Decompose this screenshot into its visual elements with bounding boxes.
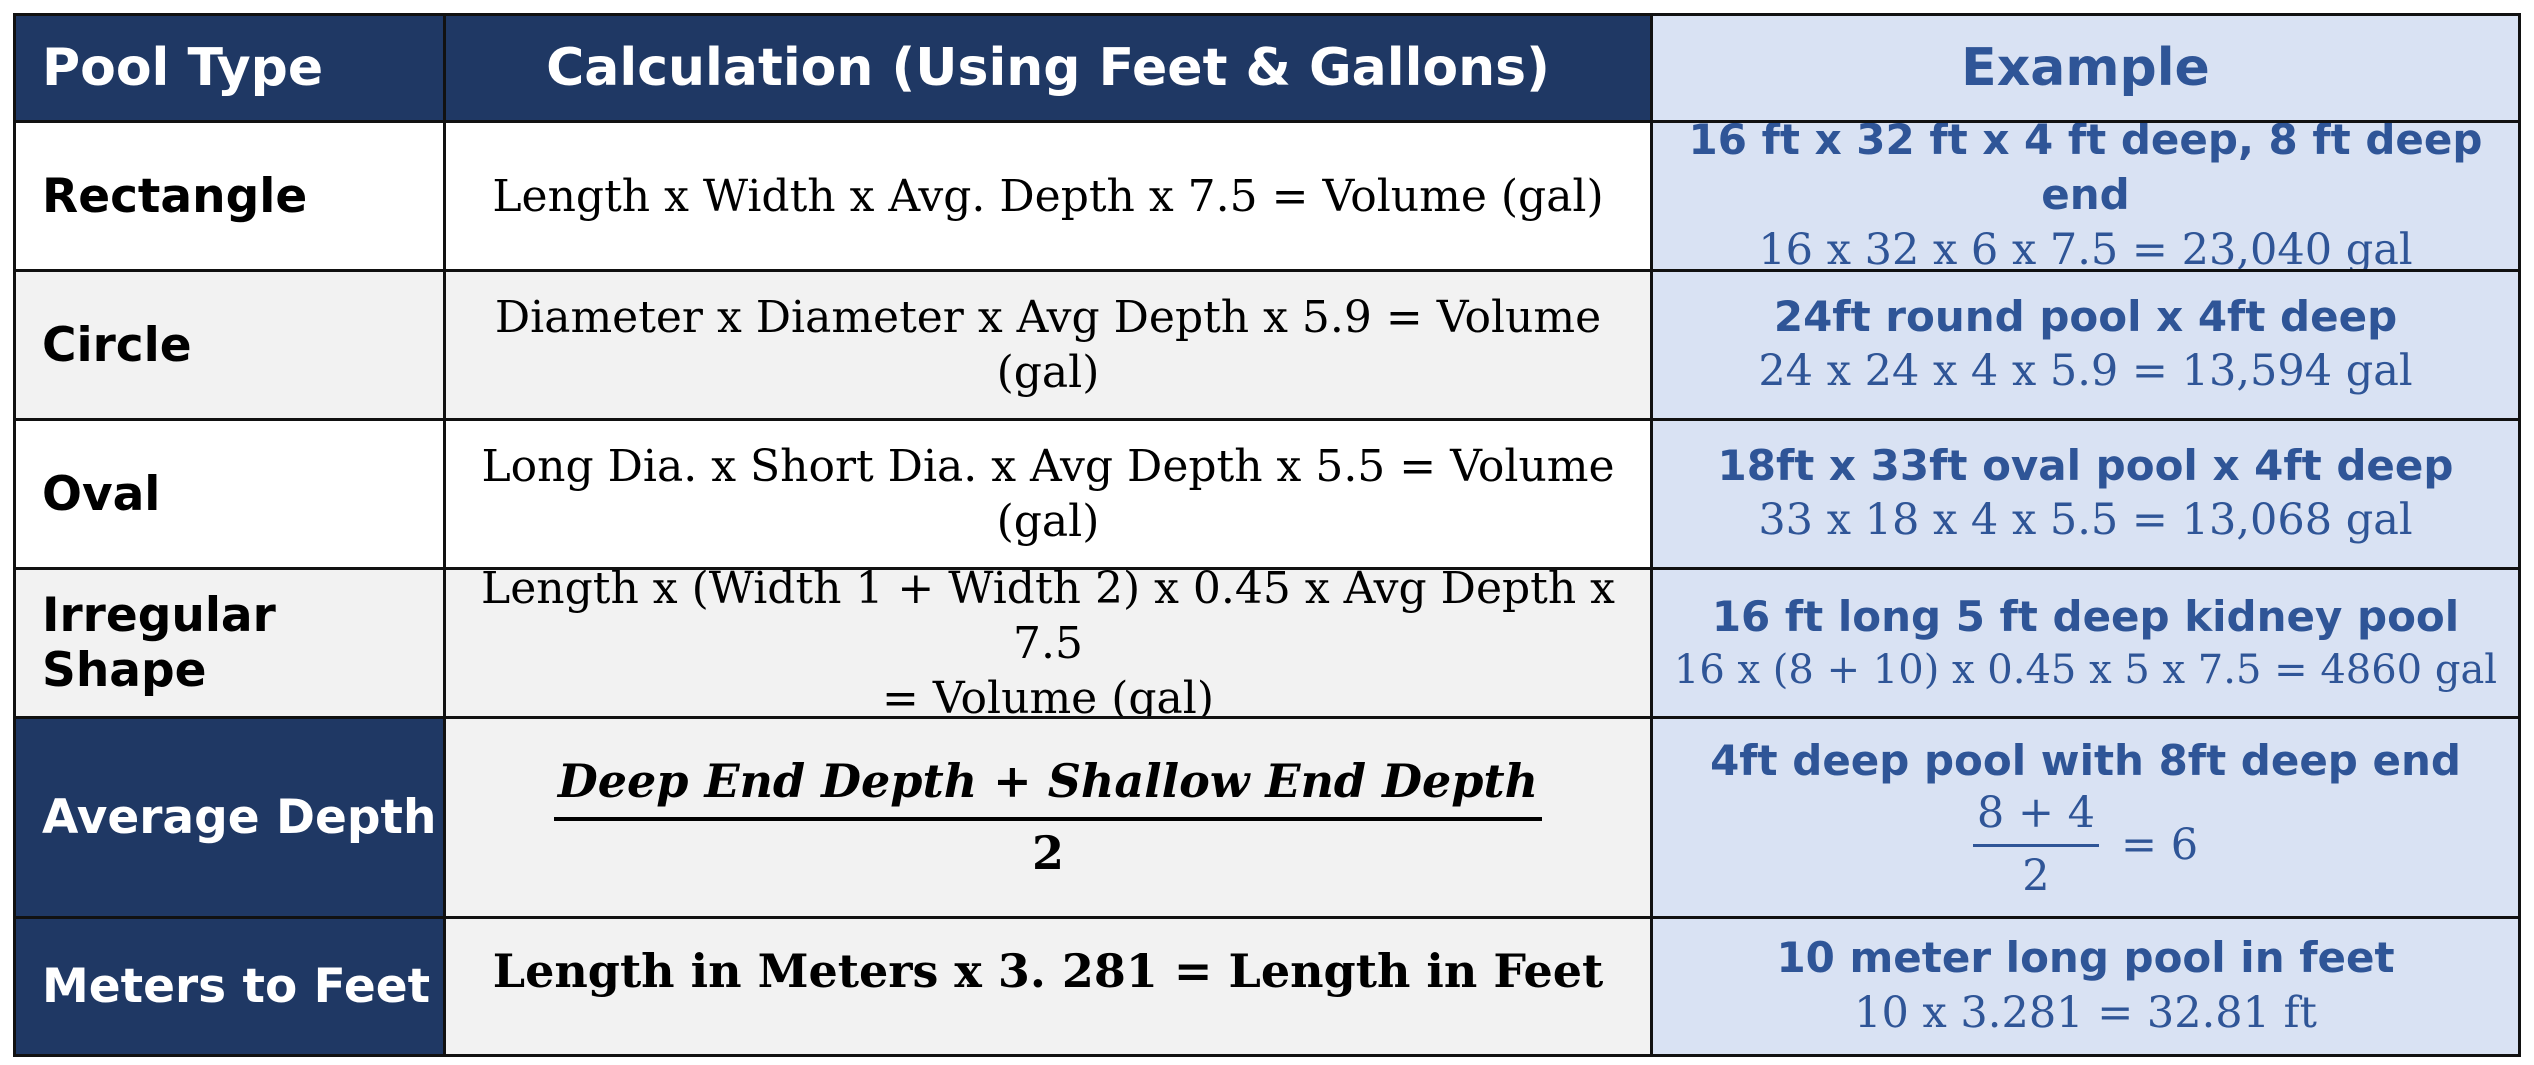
example-irregular: 16 ft long 5 ft deep kidney pool 16 x (8… [1653,570,2518,719]
row-label-meters-to-feet: Meters to Feet [16,919,446,1054]
circle-label: Circle [42,317,192,373]
average-depth-example-result: = 6 [2121,819,2199,870]
average-depth-example-denominator: 2 [2022,851,2050,902]
rectangle-formula: Length x Width x Avg. Depth x 7.5 = Volu… [492,170,1604,222]
calc-oval: Long Dia. x Short Dia. x Avg Depth x 5.5… [446,421,1653,570]
irregular-example-calc: 16 x (8 + 10) x 0.45 x 5 x 7.5 = 4860 ga… [1673,647,2498,694]
average-depth-numerator: Deep End Depth + Shallow End Depth [557,754,1539,808]
fraction-bar [1972,844,2100,848]
header-example: Example [1653,16,2518,123]
meters-to-feet-formula: Length in Meters x 3. 281 = Length in Fe… [492,944,1604,998]
calc-circle: Diameter x Diameter x Avg Depth x 5.9 = … [446,272,1653,421]
calc-rectangle: Length x Width x Avg. Depth x 7.5 = Volu… [446,123,1653,272]
header-pool-type-label: Pool Type [42,38,324,98]
header-calculation-label: Calculation (Using Feet & Gallons) [546,38,1550,98]
irregular-formula-line1: Length x (Width 1 + Width 2) x 0.45 x Av… [481,570,1615,669]
oval-example-calc: 33 x 18 x 4 x 5.5 = 13,068 gal [1758,495,2413,546]
meters-to-feet-example-calc: 10 x 3.281 = 32.81 ft [1854,987,2317,1038]
header-example-label: Example [1961,38,2210,98]
row-label-oval: Oval [16,421,446,570]
irregular-example-title: 16 ft long 5 ft deep kidney pool [1711,591,2460,641]
row-label-average-depth: Average Depth [16,719,446,919]
average-depth-example-fraction: 8 + 4 2 [1972,788,2100,902]
oval-label: Oval [42,466,161,522]
calc-average-depth: Deep End Depth + Shallow End Depth 2 [446,719,1653,919]
average-depth-example-title: 4ft deep pool with 8ft deep end [1710,735,2461,785]
header-pool-type: Pool Type [16,16,446,123]
calc-irregular: Length x (Width 1 + Width 2) x 0.45 x Av… [446,570,1653,719]
rectangle-example-calc: 16 x 32 x 6 x 7.5 = 23,040 gal [1758,224,2413,272]
header-calculation: Calculation (Using Feet & Gallons) [446,16,1653,123]
average-depth-example-formula: 8 + 4 2 = 6 [1972,788,2199,902]
oval-example-title: 18ft x 33ft oval pool x 4ft deep [1717,440,2454,490]
average-depth-label: Average Depth [42,790,437,845]
rectangle-example-title: 16 ft x 32 ft x 4 ft deep, 8 ft deep end [1688,123,2483,220]
fraction-bar [553,816,1543,821]
circle-example-title: 24ft round pool x 4ft deep [1773,291,2398,341]
circle-example-calc: 24 x 24 x 4 x 5.9 = 13,594 gal [1758,346,2413,397]
example-oval: 18ft x 33ft oval pool x 4ft deep 33 x 18… [1653,421,2518,570]
meters-to-feet-example-title: 10 meter long pool in feet [1776,933,2395,983]
circle-formula: Diameter x Diameter x Avg Depth x 5.9 = … [494,292,1602,398]
meters-to-feet-label: Meters to Feet [42,959,431,1014]
average-depth-example-numerator: 8 + 4 [1976,788,2096,839]
row-label-irregular: Irregular Shape [16,570,446,719]
irregular-formula-line2: = Volume (gal) [881,672,1215,719]
average-depth-denominator: 2 [1031,825,1064,880]
pool-volume-table: Pool Type Calculation (Using Feet & Gall… [13,13,2521,1057]
example-rectangle: 16 ft x 32 ft x 4 ft deep, 8 ft deep end… [1653,123,2518,272]
example-meters-to-feet: 10 meter long pool in feet 10 x 3.281 = … [1653,919,2518,1054]
example-average-depth: 4ft deep pool with 8ft deep end 8 + 4 2 … [1653,719,2518,919]
irregular-label: Irregular Shape [42,588,276,698]
row-label-circle: Circle [16,272,446,421]
rectangle-label: Rectangle [42,168,308,224]
row-label-rectangle: Rectangle [16,123,446,272]
calc-meters-to-feet: Length in Meters x 3. 281 = Length in Fe… [446,919,1653,1054]
average-depth-fraction: Deep End Depth + Shallow End Depth 2 [553,753,1543,882]
oval-formula: Long Dia. x Short Dia. x Avg Depth x 5.5… [481,441,1615,547]
example-circle: 24ft round pool x 4ft deep 24 x 24 x 4 x… [1653,272,2518,421]
